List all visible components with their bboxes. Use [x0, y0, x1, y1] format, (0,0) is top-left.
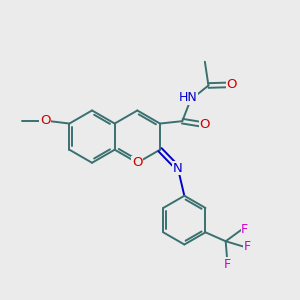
Text: O: O — [226, 78, 237, 92]
Text: F: F — [244, 240, 250, 253]
Text: O: O — [40, 114, 50, 127]
Text: N: N — [173, 162, 183, 175]
Text: O: O — [199, 118, 210, 130]
Text: O: O — [132, 156, 142, 169]
Text: HN: HN — [178, 91, 197, 104]
Text: F: F — [224, 258, 231, 271]
Text: F: F — [241, 224, 248, 236]
